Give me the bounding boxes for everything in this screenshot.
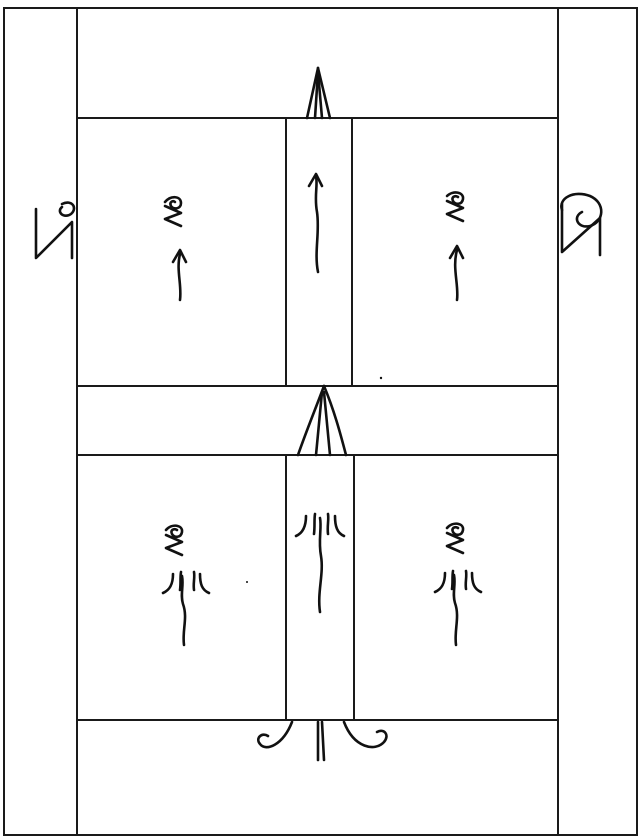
outer-border — [3, 7, 638, 836]
bottom-curl-icon — [257, 720, 388, 762]
lower-right-spiral-icon — [445, 522, 465, 555]
upper-left-spiral-icon — [163, 195, 183, 228]
right-border-spiral-icon — [560, 192, 603, 257]
upper-left-arrow-icon — [171, 248, 188, 302]
paper-specks — [246, 376, 383, 583]
top-spire-symbol — [305, 66, 332, 120]
lower-right-tuft-icon — [433, 569, 483, 647]
upper-center-arrow-icon — [307, 172, 324, 274]
lower-center-tuft-icon — [294, 512, 346, 614]
lower-left-tuft-icon — [161, 570, 211, 647]
upper-right-spiral-icon — [445, 191, 465, 223]
upper-right-arrow-icon — [448, 244, 465, 302]
frame-lines — [3, 7, 638, 836]
middle-spire-symbol — [296, 384, 348, 457]
lower-left-spiral-icon — [164, 524, 184, 557]
left-border-spiral-icon — [34, 201, 76, 260]
